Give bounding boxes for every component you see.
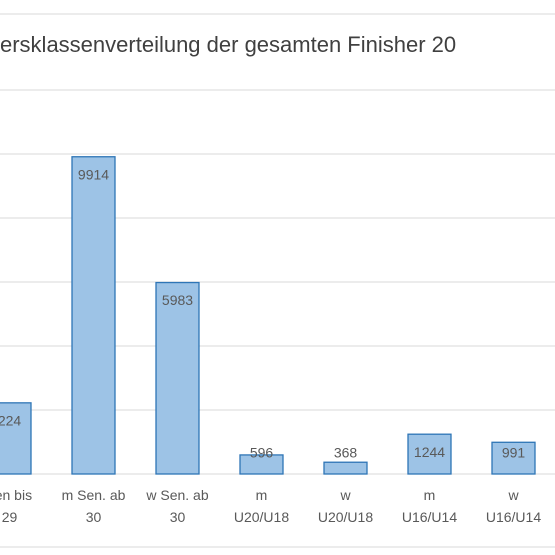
data-label: 596 <box>250 445 274 461</box>
x-tick-label: m Sen. ab 30 <box>62 487 126 525</box>
data-label: 9914 <box>78 166 109 182</box>
x-tick-label: w U20/U18 <box>318 487 373 525</box>
data-label: 991 <box>502 445 526 461</box>
chart-title: ersklassenverteilung der gesamten Finish… <box>0 32 456 57</box>
x-tick-label: m U20/U18 <box>234 487 289 525</box>
bar <box>71 156 116 475</box>
x-tick-label: m U16/U14 <box>402 487 457 525</box>
bar <box>155 281 200 475</box>
bar <box>0 402 32 475</box>
x-tick-label: w U16/U14 <box>486 487 541 525</box>
bar <box>239 454 284 475</box>
bar <box>491 441 536 475</box>
x-tick-label: w Sen. ab 30 <box>145 487 208 525</box>
data-label: 5983 <box>162 292 193 308</box>
bar <box>323 461 368 475</box>
data-label: 224 <box>0 413 21 429</box>
data-label: 368 <box>334 445 358 461</box>
bar <box>407 433 452 475</box>
data-label: 1244 <box>414 444 445 460</box>
